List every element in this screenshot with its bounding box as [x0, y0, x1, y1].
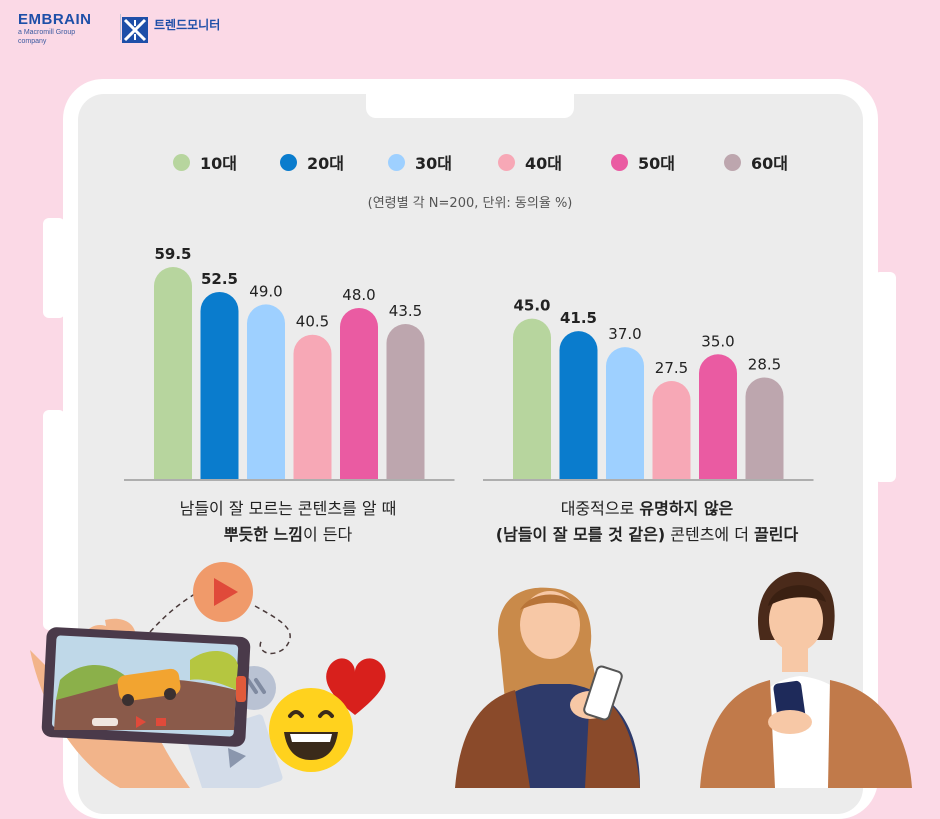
chart-note: (연령별 각 N=200, 단위: 동의율 %): [367, 196, 573, 211]
bar: [559, 331, 598, 479]
legend-swatch: [611, 153, 628, 171]
bar: [745, 377, 784, 479]
caption-text: 대중적으로: [560, 499, 640, 518]
bar-value-label: 45.0: [513, 297, 550, 315]
legend-item-10s: 10대: [173, 150, 237, 174]
tablet-side-button: [874, 272, 896, 482]
bar: [652, 381, 691, 479]
bar: [606, 347, 644, 479]
bar: [293, 334, 332, 479]
woman-illustration-1: [455, 587, 640, 788]
bar-value-label: 41.5: [560, 309, 597, 327]
bar: [386, 324, 425, 479]
bar: [513, 318, 551, 479]
brand-name: EMBRAIN: [18, 11, 92, 28]
legend-item-30s: 30대: [388, 150, 452, 174]
bar: [154, 267, 192, 479]
logo-divider: [120, 14, 121, 40]
decorative-illustrations: [30, 562, 912, 788]
brand-subtitle: a Macromill Group company: [18, 29, 76, 45]
legend-label: 30대: [415, 154, 452, 173]
tablet-side-button: [43, 410, 65, 630]
chart-legend: 10대 20대 30대 40대 50대 60대: [170, 150, 810, 176]
legend-item-50s: 50대: [611, 150, 675, 174]
legend-swatch: [498, 153, 515, 171]
legend-item-60s: 60대: [724, 150, 788, 174]
bar-value-label: 59.5: [154, 245, 191, 263]
bar-value-label: 35.0: [701, 332, 734, 350]
video-controls: [92, 716, 166, 728]
play-icon: [193, 562, 253, 622]
legend-label: 20대: [307, 154, 344, 173]
category-caption-1: 남들이 잘 모르는 콘텐츠를 알 때 뿌듯한 느낌이 든다: [88, 496, 488, 548]
legend-label: 10대: [200, 154, 237, 173]
caption-bold: (남들이 잘 모를 것 같은): [495, 525, 666, 544]
caption-text: 이 든다: [302, 525, 353, 544]
tablet-notch: [366, 92, 574, 118]
bar: [200, 291, 239, 479]
caption-bold: 끌린다: [754, 525, 799, 544]
video-phone-illustration: [41, 627, 251, 747]
legend-item-40s: 40대: [498, 150, 562, 174]
caption-bold: 유명하지 않은: [639, 499, 734, 518]
legend-swatch: [173, 153, 190, 171]
bar-value-label: 37.0: [608, 325, 641, 343]
caption-text: 콘텐츠에 더: [665, 525, 755, 544]
caption-line: 대중적으로 유명하지 않은: [447, 496, 847, 522]
legend-swatch: [388, 153, 405, 171]
car-icon: [117, 668, 181, 706]
bar-value-label: 43.5: [389, 302, 422, 320]
embrain-logo: EMBRAIN a Macromill Group company: [18, 12, 92, 46]
caption-line: (남들이 잘 모를 것 같은) 콘텐츠에 더 끌린다: [447, 522, 847, 548]
woman-illustration-2: [700, 571, 912, 788]
bar: [340, 307, 378, 479]
trend-monitor-icon: [122, 17, 148, 43]
legend-label: 60대: [751, 154, 788, 173]
tablet-side-button: [43, 218, 65, 318]
bar-value-label: 49.0: [249, 282, 282, 300]
bar-value-label: 40.5: [296, 313, 329, 331]
legend-label: 40대: [525, 154, 562, 173]
bar-value-label: 27.5: [655, 359, 688, 377]
bar-value-label: 48.0: [342, 286, 375, 304]
bar-value-label: 52.5: [201, 270, 238, 288]
bar-chart: 59.5 52.5 49.0 40.5 48.0 43.5 45.0 41.5 37.0 27.5…: [124, 245, 814, 481]
caption-bold: 뿌듯한 느낌: [223, 525, 303, 544]
bar: [699, 354, 737, 479]
legend-swatch: [280, 153, 297, 171]
legend-item-20s: 20대: [280, 150, 344, 174]
caption-line: 뿌듯한 느낌이 든다: [88, 522, 488, 548]
bar: [247, 304, 285, 479]
legend-swatch: [724, 153, 741, 171]
legend-label: 50대: [638, 154, 675, 173]
bar-value-label: 28.5: [748, 355, 781, 373]
category-caption-2: 대중적으로 유명하지 않은 (남들이 잘 모를 것 같은) 콘텐츠에 더 끌린다: [447, 496, 847, 548]
caption-line: 남들이 잘 모르는 콘텐츠를 알 때: [179, 499, 397, 518]
trend-monitor-name: 트렌드모니터: [154, 18, 221, 32]
smiley-icon: [269, 688, 353, 772]
